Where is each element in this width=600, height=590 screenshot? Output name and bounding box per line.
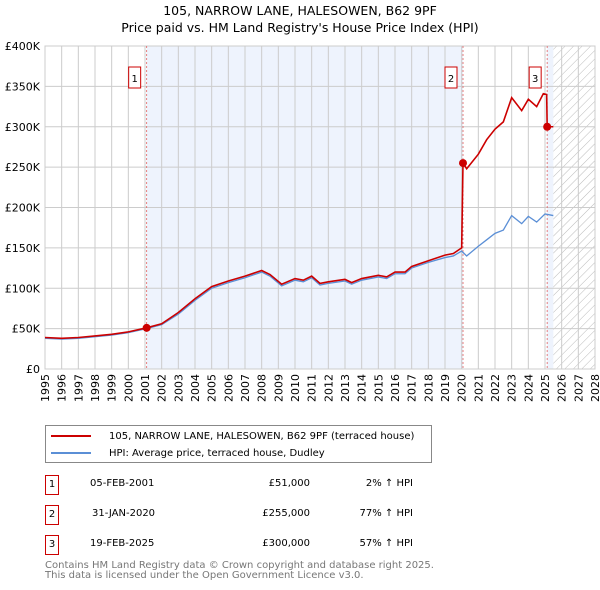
sale-row: 3 19-FEB-2025 £300,000 57% ↑ HPI (45, 535, 465, 555)
sale-date: 31-JAN-2020 (92, 508, 156, 519)
sale-badge-box (444, 66, 458, 89)
attribution: Contains HM Land Registry data © Crown c… (45, 561, 434, 581)
sale-point (459, 159, 467, 168)
x-tick-label: 2000 (122, 374, 135, 402)
x-tick-label: 2019 (439, 374, 452, 402)
x-tick-label: 2001 (139, 374, 152, 402)
y-tick-label: £350K (5, 80, 41, 93)
x-tick-label: 1999 (106, 374, 119, 402)
sale-hpi: 2% ↑ HPI (365, 478, 413, 489)
y-tick-label: £0 (26, 363, 40, 376)
x-tick-label: 2021 (472, 374, 485, 402)
attribution-line: This data is licensed under the Open Gov… (45, 570, 364, 581)
sale-point (543, 122, 552, 131)
x-tick-label: 2015 (372, 374, 385, 402)
sale-badge-label: 1 (131, 74, 137, 85)
x-tick-label: 2005 (206, 374, 219, 402)
x-tick-label: 1996 (56, 374, 69, 402)
x-tick-label: 2002 (156, 374, 169, 402)
sale-badge-label: 2 (448, 74, 454, 85)
x-tick-label: 2010 (289, 374, 302, 402)
sale-badge: 2 (45, 505, 59, 525)
attribution-line: Contains HM Land Registry data © Crown c… (45, 560, 434, 571)
x-tick-label: 2026 (556, 374, 569, 402)
legend-item-hpi: HPI: Average price, terraced house, Dudl… (46, 445, 325, 461)
x-tick-label: 2013 (339, 374, 352, 402)
x-tick-label: 2022 (489, 374, 502, 402)
x-tick-label: 2018 (422, 374, 435, 402)
sale-badge: 3 (45, 535, 59, 555)
sale-badge-label: 3 (532, 74, 538, 85)
legend-swatch (51, 452, 91, 454)
x-tick-label: 2004 (189, 374, 202, 402)
y-tick-label: £200K (5, 202, 41, 215)
x-tick-label: 2009 (272, 374, 285, 402)
sale-hpi: 77% ↑ HPI (359, 508, 413, 519)
y-tick-label: £250K (5, 161, 41, 174)
x-tick-label: 2012 (322, 374, 335, 402)
sale-date: 19-FEB-2025 (90, 538, 155, 549)
x-tick-label: 2028 (589, 374, 600, 402)
x-tick-label: 2020 (456, 374, 469, 402)
x-tick-label: 2014 (356, 374, 369, 402)
sale-hpi: 57% ↑ HPI (359, 538, 413, 549)
sale-point (142, 323, 151, 332)
price-chart: 1995 1996 1997 1998 1999 2000 2001 2002 2003 2004… (5, 40, 600, 402)
sale-row: 2 31-JAN-2020 £255,000 77% ↑ HPI (45, 505, 465, 525)
x-tick-label: 2006 (222, 374, 235, 402)
x-tick-label: 2007 (239, 374, 252, 402)
y-tick-label: £50K (12, 323, 41, 336)
sale-row: 1 05-FEB-2001 £51,000 2% ↑ HPI (45, 475, 465, 495)
x-tick-label: 2016 (389, 374, 402, 402)
x-tick-label: 2011 (306, 374, 319, 402)
sale-date: 05-FEB-2001 (90, 478, 155, 489)
x-tick-label: 2024 (522, 374, 535, 402)
sale-badge: 1 (45, 475, 59, 495)
legend-label: HPI: Average price, terraced house, Dudl… (109, 447, 325, 459)
sale-price: £300,000 (262, 538, 310, 549)
plot-frame (44, 45, 596, 370)
sale-price: £255,000 (262, 508, 310, 519)
x-tick-label: 2025 (539, 374, 552, 402)
y-tick-label: £400K (5, 40, 41, 53)
chart-title: 105, NARROW LANE, HALESOWEN, B62 9PF (163, 3, 437, 18)
x-tick-label: 2008 (256, 374, 269, 402)
x-tick-label: 2023 (506, 374, 519, 402)
x-tick-label: 1998 (89, 374, 102, 402)
x-tick-label: 2027 (572, 374, 585, 402)
legend-swatch (51, 435, 91, 437)
x-tick-label: 2003 (172, 374, 185, 402)
y-tick-label: £100K (5, 282, 41, 295)
x-tick-label: 1995 (39, 374, 52, 402)
x-tick-label: 2017 (406, 374, 419, 402)
legend-label: 105, NARROW LANE, HALESOWEN, B62 9PF (te… (109, 430, 415, 442)
chart-subtitle: Price paid vs. HM Land Registry's House … (121, 20, 479, 35)
sale-badge-box (128, 66, 142, 89)
x-tick-label: 1997 (72, 374, 85, 402)
legend: 105, NARROW LANE, HALESOWEN, B62 9PF (te… (45, 425, 432, 463)
y-tick-label: £300K (5, 121, 41, 134)
sale-badge-box (528, 66, 542, 89)
y-tick-label: £150K (5, 242, 41, 255)
sale-price: £51,000 (268, 478, 310, 489)
legend-item-property: 105, NARROW LANE, HALESOWEN, B62 9PF (te… (46, 428, 414, 444)
